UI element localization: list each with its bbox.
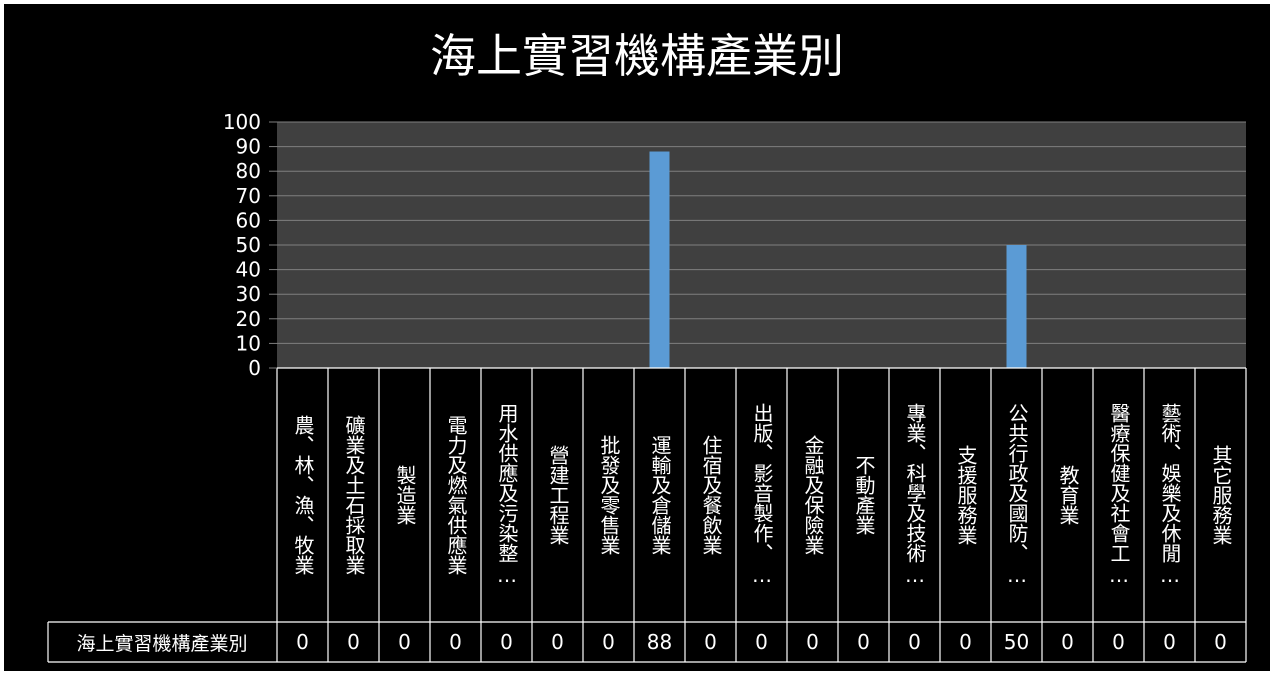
x-tick-label: 專業、科學及技術… bbox=[903, 403, 927, 587]
x-tick-label-cell: 金融及保險業 bbox=[787, 368, 838, 622]
x-tick-label-cell: 礦業及土石採取業 bbox=[328, 368, 379, 622]
x-tick-label: 醫療保健及社會工… bbox=[1107, 403, 1131, 587]
data-table-grid bbox=[47, 367, 1247, 663]
x-tick-label-cell: 用水供應及污染整… bbox=[481, 368, 532, 622]
x-tick-label: 金融及保險業 bbox=[801, 435, 825, 555]
x-tick-label: 不動產業 bbox=[852, 455, 876, 535]
x-tick-label: 藝術、娛樂及休閒… bbox=[1158, 403, 1182, 587]
x-tick-label-cell: 住宿及餐飲業 bbox=[685, 368, 736, 622]
chart-title: 海上實習機構產業別 bbox=[430, 29, 844, 83]
data-table-value: 0 bbox=[296, 630, 309, 654]
x-tick-label: 住宿及餐飲業 bbox=[699, 435, 723, 555]
x-tick-label: 製造業 bbox=[393, 465, 417, 525]
x-tick-label-cell: 專業、科學及技術… bbox=[889, 368, 940, 622]
data-table-value: 0 bbox=[1061, 630, 1074, 654]
x-tick-label-cell: 製造業 bbox=[379, 368, 430, 622]
data-table-value: 0 bbox=[704, 630, 717, 654]
data-table-value: 0 bbox=[908, 630, 921, 654]
x-tick-label-cell: 支援服務業 bbox=[940, 368, 991, 622]
data-table-value: 0 bbox=[1112, 630, 1125, 654]
x-tick-label: 營建工程業 bbox=[546, 445, 570, 545]
x-tick-label-cell: 教育業 bbox=[1042, 368, 1093, 622]
x-tick-label: 支援服務業 bbox=[954, 445, 978, 545]
bars bbox=[649, 151, 1027, 368]
x-tick-label-cell: 電力及燃氣供應業 bbox=[430, 368, 481, 622]
x-tick-label-cell: 不動產業 bbox=[838, 368, 889, 622]
x-tick-label-cell: 營建工程業 bbox=[532, 368, 583, 622]
x-tick-label: 用水供應及污染整… bbox=[495, 403, 519, 587]
data-table-value: 0 bbox=[959, 630, 972, 654]
grid-lines bbox=[277, 121, 1246, 369]
x-tick-label-cell: 農、林、漁、牧業 bbox=[277, 368, 328, 622]
data-table-value: 0 bbox=[398, 630, 411, 654]
x-tick-label-cell: 藝術、娛樂及休閒… bbox=[1144, 368, 1195, 622]
data-table-series-label: 海上實習機構產業別 bbox=[76, 632, 248, 655]
x-tick-label: 公共行政及國防、… bbox=[1005, 403, 1029, 587]
x-tick-label: 礦業及土石採取業 bbox=[342, 415, 366, 575]
y-tick-label: 50 bbox=[236, 233, 261, 257]
x-tick-label: 運輸及倉儲業 bbox=[648, 435, 672, 555]
data-table-value: 0 bbox=[602, 630, 615, 654]
x-tick-label: 出版、影音製作、… bbox=[750, 403, 774, 587]
x-tick-label: 批發及零售業 bbox=[597, 435, 621, 555]
data-table-value: 0 bbox=[1214, 630, 1227, 654]
y-tick-label: 100 bbox=[223, 110, 261, 134]
data-table-value: 0 bbox=[500, 630, 513, 654]
data-table-value: 0 bbox=[449, 630, 462, 654]
x-tick-label-cell: 出版、影音製作、… bbox=[736, 368, 787, 622]
x-tick-label: 教育業 bbox=[1056, 465, 1080, 525]
x-tick-label-cell: 醫療保健及社會工… bbox=[1093, 368, 1144, 622]
data-table-value: 0 bbox=[857, 630, 870, 654]
x-tick-label: 其它服務業 bbox=[1209, 445, 1233, 545]
data-table-value: 0 bbox=[551, 630, 564, 654]
y-tick-label: 90 bbox=[236, 135, 261, 159]
data-table-value: 50 bbox=[1003, 630, 1030, 654]
data-table-value: 0 bbox=[755, 630, 768, 654]
y-tick-label: 80 bbox=[236, 159, 261, 183]
bar bbox=[649, 151, 670, 368]
data-table-value: 0 bbox=[1163, 630, 1176, 654]
y-tick-label: 20 bbox=[236, 307, 261, 331]
y-tick-label: 0 bbox=[248, 356, 261, 380]
data-table-value: 0 bbox=[806, 630, 819, 654]
y-tick-label: 70 bbox=[236, 184, 261, 208]
data-table-value: 0 bbox=[347, 630, 360, 654]
x-tick-label-cell: 批發及零售業 bbox=[583, 368, 634, 622]
x-tick-label: 農、林、漁、牧業 bbox=[291, 415, 315, 575]
x-tick-label: 電力及燃氣供應業 bbox=[444, 415, 468, 575]
x-tick-label-cell: 運輸及倉儲業 bbox=[634, 368, 685, 622]
y-tick-label: 30 bbox=[236, 282, 261, 306]
data-table-value: 88 bbox=[646, 630, 673, 654]
x-tick-label-cell: 公共行政及國防、… bbox=[991, 368, 1042, 622]
x-tick-label-cell: 其它服務業 bbox=[1195, 368, 1246, 622]
y-tick-label: 40 bbox=[236, 258, 261, 282]
bar bbox=[1006, 245, 1027, 368]
y-tick-label: 10 bbox=[236, 331, 261, 355]
y-tick-label: 60 bbox=[236, 208, 261, 232]
